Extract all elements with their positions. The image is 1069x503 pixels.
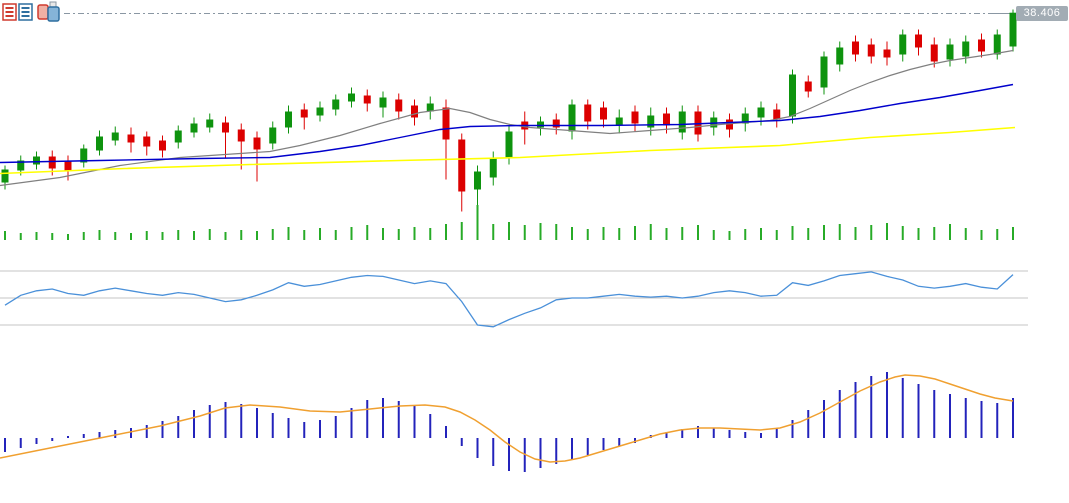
candle [316, 101, 324, 122]
candle [442, 99, 450, 180]
market-quotes-button[interactable] [2, 3, 33, 21]
candle [962, 35, 970, 64]
oscillator-panel [0, 270, 1028, 328]
candle [930, 37, 938, 68]
candle [159, 135, 166, 158]
ma-slow-yellow-line [0, 126, 1016, 175]
candle [237, 123, 245, 170]
macd-signal-line [0, 374, 1014, 463]
candle [379, 91, 387, 118]
ma-mid-blue-line [0, 83, 1014, 164]
candle [915, 29, 922, 56]
candle [285, 105, 292, 134]
candle [1009, 9, 1017, 52]
candle [489, 151, 497, 186]
candle [773, 103, 781, 128]
candle [127, 127, 135, 153]
price-panel [0, 9, 1017, 215]
candle [552, 113, 560, 135]
candle [993, 29, 1001, 60]
candle [584, 99, 592, 130]
candle [300, 103, 308, 130]
candle [867, 38, 875, 64]
candle [741, 107, 749, 132]
candle [348, 87, 355, 108]
candle [678, 105, 686, 140]
quote-board-icon [2, 3, 33, 21]
candle [458, 133, 466, 212]
candle [33, 151, 40, 170]
oscillator-line [4, 271, 1014, 328]
candle [363, 89, 371, 112]
candle [174, 125, 182, 149]
ma-fast-gray-line [0, 49, 1014, 187]
chart-type-button[interactable] [37, 1, 60, 22]
candle [1, 165, 9, 190]
candle [820, 51, 828, 95]
candle [631, 105, 639, 132]
candle [111, 126, 119, 146]
candle [426, 96, 434, 120]
volume-panel [4, 205, 1014, 240]
candle [222, 116, 229, 158]
candle [978, 33, 985, 58]
candle [143, 131, 151, 156]
candle [600, 101, 607, 128]
candle [96, 130, 103, 156]
candle [852, 35, 859, 62]
candle [568, 99, 576, 140]
candle [789, 69, 796, 124]
candle [946, 38, 954, 67]
last-price-label: 38.406 [1016, 6, 1068, 21]
candle [332, 94, 340, 116]
candle [80, 144, 88, 168]
candle [505, 125, 513, 165]
macd-panel [0, 372, 1014, 472]
candle [899, 29, 907, 62]
candle [521, 111, 529, 145]
candle [726, 113, 733, 138]
candle [647, 107, 655, 136]
candle [395, 93, 403, 120]
chart-toolbar [2, 1, 60, 22]
candle [411, 99, 418, 126]
candlestick-chart-icon [37, 1, 60, 22]
candle [253, 131, 261, 182]
candle [269, 121, 277, 150]
candle [883, 41, 891, 66]
candle [804, 75, 812, 98]
candle [836, 41, 844, 72]
candle [206, 113, 214, 133]
candle [615, 109, 623, 134]
candle [190, 117, 198, 138]
